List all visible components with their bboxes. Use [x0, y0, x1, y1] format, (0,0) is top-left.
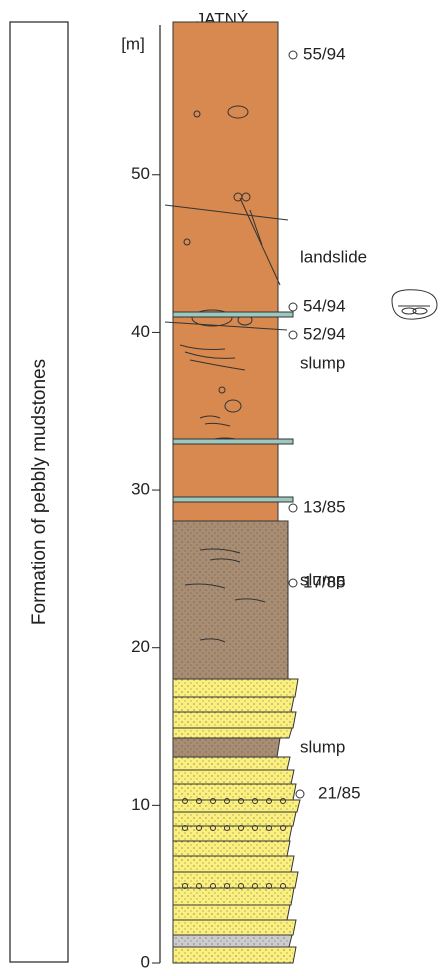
orange-unit	[172, 21, 279, 522]
sample-point	[288, 50, 298, 60]
bed-texture	[173, 770, 291, 784]
bed-texture	[173, 728, 289, 738]
pebble	[238, 798, 244, 804]
pebble	[266, 825, 272, 831]
bed-texture	[173, 920, 293, 935]
tick-label: 40	[131, 322, 150, 341]
sample-point	[288, 330, 298, 340]
bed-texture	[173, 738, 277, 757]
sample-label: 13/85	[303, 497, 346, 516]
sample-point	[295, 789, 305, 799]
bed-texture	[173, 826, 289, 841]
unit-label: landslide	[300, 247, 367, 266]
pebble	[266, 883, 272, 889]
tick-label: 20	[131, 637, 150, 656]
sample-label: 54/94	[303, 296, 346, 315]
sample-label: 21/85	[318, 783, 361, 802]
bed-texture	[173, 905, 287, 920]
bed-texture	[173, 800, 297, 812]
pebble	[224, 798, 230, 804]
thin-bed	[172, 438, 294, 445]
axis-unit: [m]	[121, 34, 145, 53]
pebble	[252, 883, 258, 889]
sample-label: 17/85	[303, 572, 346, 591]
tick-label: 0	[141, 952, 150, 971]
pebble	[224, 883, 230, 889]
sample-label: 52/94	[303, 324, 346, 343]
tick-label: 10	[131, 795, 150, 814]
pebble	[182, 883, 188, 889]
bed-texture	[173, 697, 291, 712]
axis-ticks: 0 10 20 30 40 50	[131, 164, 160, 971]
bed-texture	[173, 935, 289, 947]
orange-decor	[164, 105, 289, 441]
bed-texture	[173, 712, 293, 728]
sample-point	[288, 578, 298, 588]
samples: 55/94 54/94 52/94 13/85 17/85 21/85 landslide s…	[288, 44, 367, 802]
pebble	[210, 798, 216, 804]
bed-texture	[173, 679, 295, 697]
pebble	[224, 825, 230, 831]
sample-point	[288, 503, 298, 513]
brown-decor	[184, 548, 266, 643]
bed-texture	[173, 784, 293, 800]
yellow-beds	[172, 678, 301, 964]
bed-texture	[173, 888, 291, 905]
pebble	[266, 798, 272, 804]
pebble	[182, 798, 188, 804]
pebble	[280, 883, 286, 889]
thin-bed	[172, 496, 294, 503]
thin-bed	[172, 311, 294, 318]
pebble	[280, 825, 286, 831]
bed-texture	[173, 872, 295, 888]
pebble	[210, 825, 216, 831]
unit-label: slump	[300, 737, 345, 756]
pebble	[238, 883, 244, 889]
pebble	[196, 798, 202, 804]
brown-texture	[173, 521, 288, 679]
bed-texture	[173, 757, 287, 770]
bed-texture	[173, 856, 291, 872]
sample-point	[288, 302, 298, 312]
tick-label: 30	[131, 480, 150, 499]
formation-box	[9, 21, 69, 963]
sample-label: 55/94	[303, 44, 346, 63]
pebble	[252, 825, 258, 831]
fossil-icon	[391, 289, 438, 320]
bed-texture	[173, 947, 293, 963]
pebble	[196, 883, 202, 889]
pebble	[238, 825, 244, 831]
pebble	[182, 825, 188, 831]
bed-texture	[173, 812, 293, 826]
formation-label: Formation of pebbly mudstones	[29, 359, 50, 625]
pebble	[252, 798, 258, 804]
unit-label: slump	[300, 353, 345, 372]
unit-label: slump	[300, 570, 345, 589]
bed-texture	[173, 841, 287, 856]
pebble	[280, 798, 286, 804]
tick-label: 50	[131, 164, 150, 183]
pebble	[210, 883, 216, 889]
pebble	[196, 825, 202, 831]
